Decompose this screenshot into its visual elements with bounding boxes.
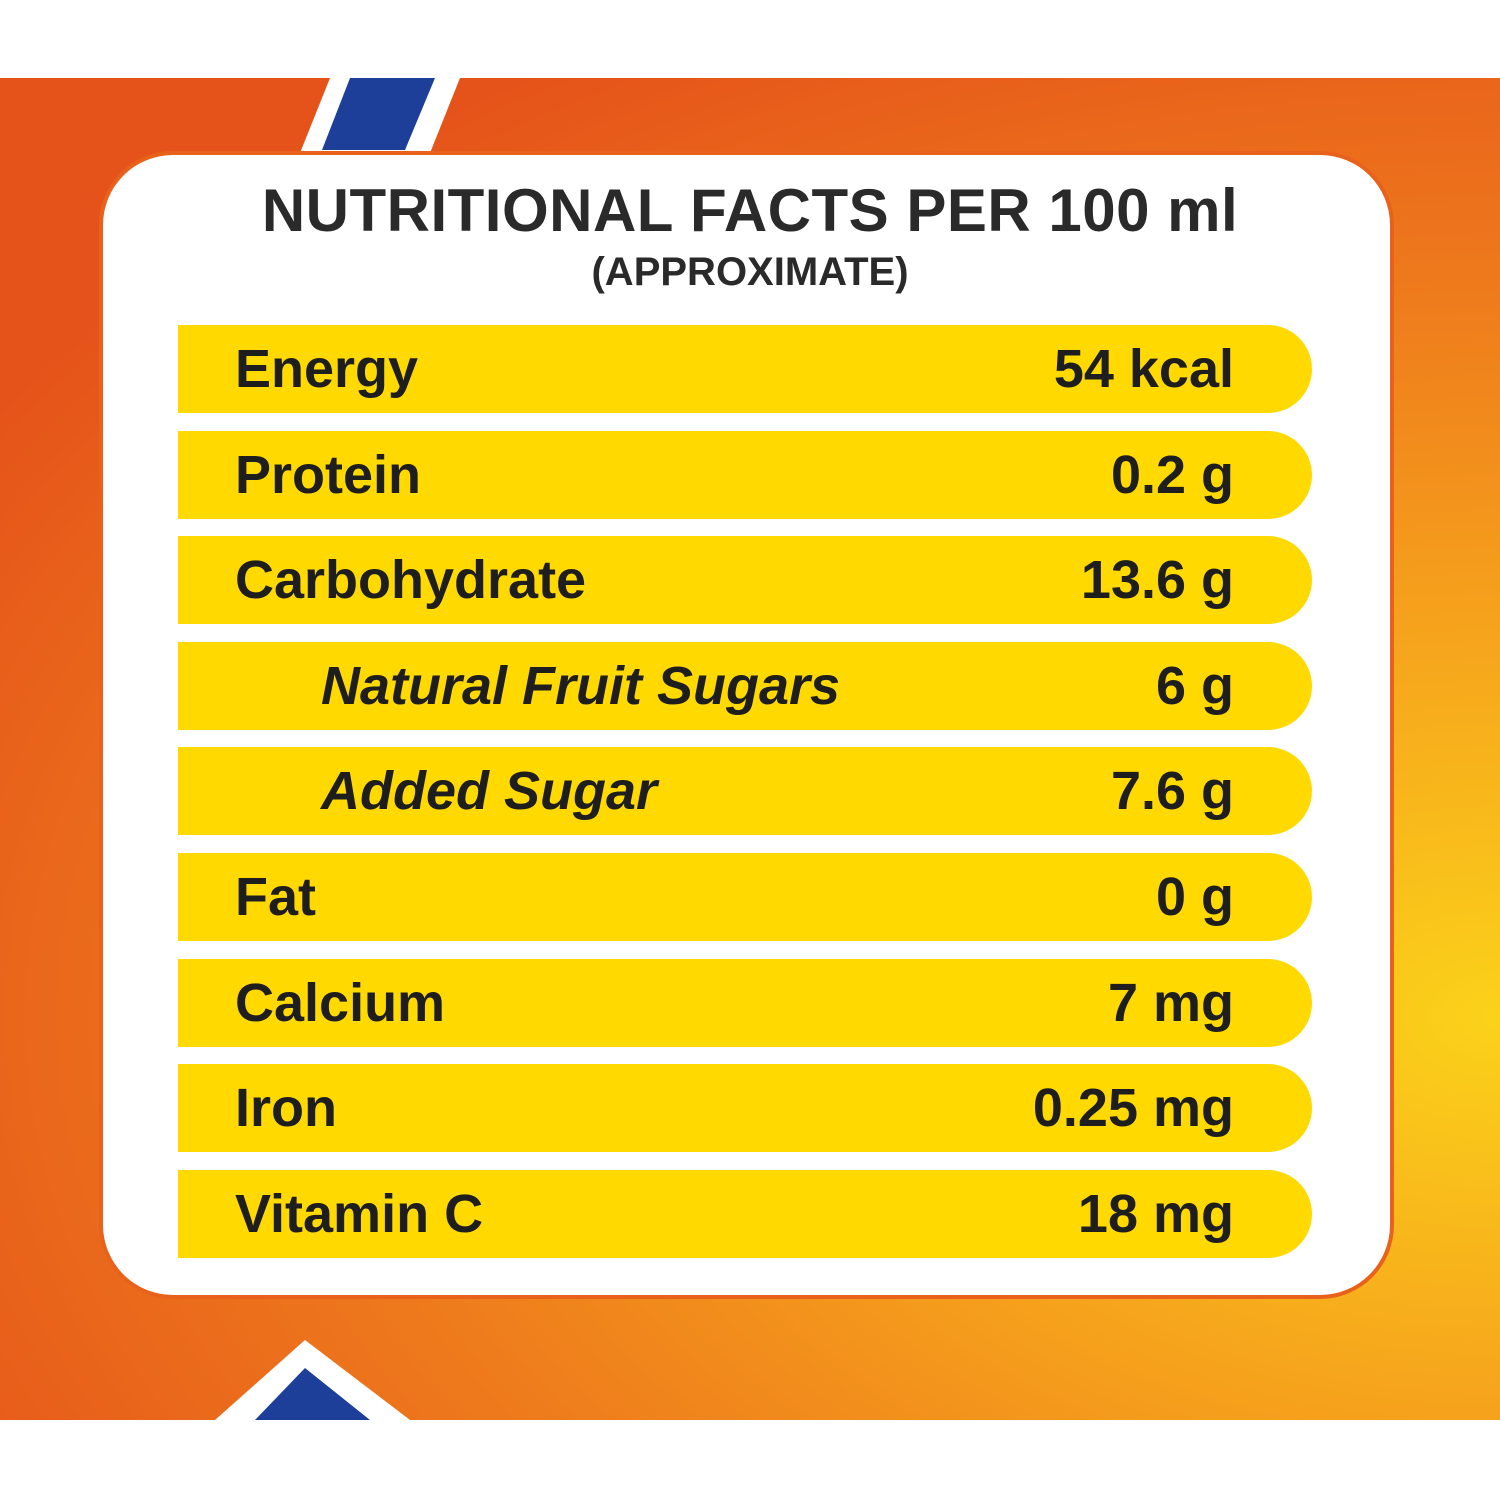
nutrient-amount: 7 mg — [1107, 972, 1234, 1033]
nutrient-amount: 54 kcal — [1053, 339, 1234, 399]
table-row: Added Sugar 7.6 g — [178, 747, 1312, 836]
nutrient-amount: 6 g — [1155, 655, 1234, 716]
table-row: Protein 0.2 g — [178, 430, 1312, 519]
nutrient-amount: 13.6 g — [1080, 550, 1234, 611]
nutrient-name: Carbohydrate — [235, 550, 587, 611]
table-row: Vitamin C 18 mg — [178, 1169, 1312, 1258]
subtitle: (APPROXIMATE) — [591, 250, 909, 294]
nutrient-name: Vitamin C — [235, 1183, 484, 1244]
nutrient-name: Protein — [235, 444, 422, 505]
nutrient-name: Iron — [235, 1078, 337, 1139]
table-row: Iron 0.25 mg — [178, 1064, 1312, 1153]
nutrient-amount: 7.6 g — [1110, 761, 1234, 822]
nutrient-amount: 0 g — [1155, 867, 1234, 927]
table-row: Calcium 7 mg — [178, 958, 1312, 1047]
table-row: Carbohydrate 13.6 g — [178, 536, 1312, 625]
nutrient-name: Energy — [235, 339, 419, 399]
nutrient-amount: 0.2 g — [1110, 444, 1234, 505]
decoration — [215, 78, 460, 1420]
table-row: Energy 54 kcal — [178, 325, 1312, 413]
nutrient-name: Fat — [235, 867, 316, 927]
table-row: Fat 0 g — [178, 853, 1312, 941]
nutrient-name: Added Sugar — [321, 761, 658, 822]
table-row: Natural Fruit Sugars 6 g — [178, 641, 1312, 730]
nutrient-name: Calcium — [235, 972, 446, 1033]
nutrient-amount: 18 mg — [1077, 1183, 1234, 1244]
nutrient-amount: 0.25 mg — [1032, 1078, 1234, 1139]
title: NUTRITIONAL FACTS PER 100 ml — [261, 177, 1239, 244]
nutrient-name: Natural Fruit Sugars — [321, 655, 841, 716]
